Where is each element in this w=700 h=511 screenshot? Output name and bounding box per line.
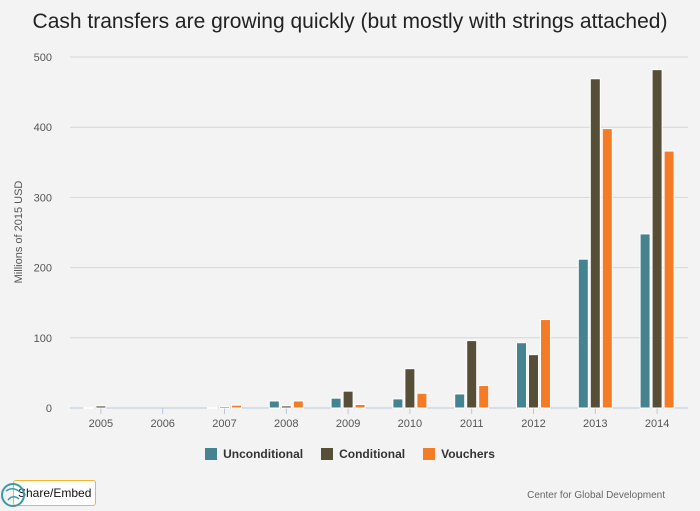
credit-text: Center for Global Development (527, 490, 665, 501)
bar-vouchers (663, 150, 675, 409)
bar-conditional (651, 69, 663, 409)
bar-unconditional (330, 397, 342, 409)
bar-unconditional (516, 342, 527, 409)
bar-conditional (342, 390, 354, 409)
bar-vouchers (601, 128, 613, 409)
bar-vouchers (540, 319, 551, 409)
bar-unconditional (83, 407, 95, 409)
bar-unconditional (454, 393, 466, 409)
bar-unconditional (207, 407, 218, 409)
chart-title: Cash transfers are growing quickly (but … (32, 10, 668, 33)
y-tick-label: 200 (34, 263, 52, 275)
bar-conditional (589, 78, 601, 409)
x-tick-label: 2007 (212, 418, 236, 430)
legend-swatch (423, 448, 436, 460)
bar-conditional (466, 340, 478, 409)
y-tick-label: 100 (34, 333, 52, 345)
legend-label: Vouchers (441, 447, 495, 461)
share-embed-button[interactable]: Share/Embed (13, 480, 97, 506)
globe-icon (1, 483, 25, 507)
y-tick-label: 500 (34, 52, 52, 64)
legend: Unconditional Conditional Vouchers (0, 447, 700, 461)
bar-conditional (528, 354, 539, 409)
legend-swatch (205, 448, 218, 460)
bar-unconditional (639, 233, 651, 409)
bar-vouchers (478, 385, 490, 409)
y-tick-label: 0 (46, 403, 52, 415)
legend-label: Unconditional (223, 447, 304, 461)
x-tick-label: 2012 (521, 418, 545, 430)
bar-unconditional (268, 400, 280, 409)
bar-conditional (404, 368, 416, 409)
x-tick-label: 2014 (645, 418, 669, 430)
legend-item-conditional[interactable]: Conditional (321, 447, 405, 461)
bar-vouchers (354, 403, 366, 409)
bar-unconditional (577, 258, 589, 409)
bar-conditional (95, 405, 107, 409)
x-tick-label: 2006 (150, 418, 174, 430)
x-tick-label: 2013 (583, 418, 607, 430)
legend-item-unconditional[interactable]: Unconditional (205, 447, 303, 461)
bar-vouchers (416, 392, 428, 409)
x-tick-label: 2010 (398, 418, 422, 430)
x-tick-label: 2011 (460, 418, 484, 430)
x-tick-label: 2009 (336, 418, 360, 430)
y-tick-label: 300 (34, 192, 52, 204)
bar-vouchers (292, 400, 304, 409)
y-axis-label: Millions of 2015 USD (13, 181, 25, 284)
y-tick-label: 400 (34, 122, 52, 134)
legend-label: Conditional (339, 447, 406, 461)
bar-unconditional (392, 398, 404, 409)
x-tick-label: 2005 (89, 418, 113, 430)
legend-swatch (321, 448, 334, 460)
bar-conditional (280, 405, 292, 409)
bar-vouchers (231, 404, 242, 409)
x-tick-label: 2008 (274, 418, 298, 430)
legend-item-vouchers[interactable]: Vouchers (423, 447, 495, 461)
bar-conditional (219, 406, 230, 409)
